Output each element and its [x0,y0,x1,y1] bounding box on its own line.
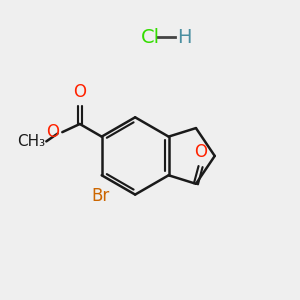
Text: Cl: Cl [141,28,160,46]
Text: O: O [73,82,86,100]
Text: O: O [194,143,207,161]
Text: CH₃: CH₃ [17,134,45,149]
Text: Br: Br [91,187,109,205]
Text: O: O [46,123,59,141]
Text: H: H [177,28,192,46]
